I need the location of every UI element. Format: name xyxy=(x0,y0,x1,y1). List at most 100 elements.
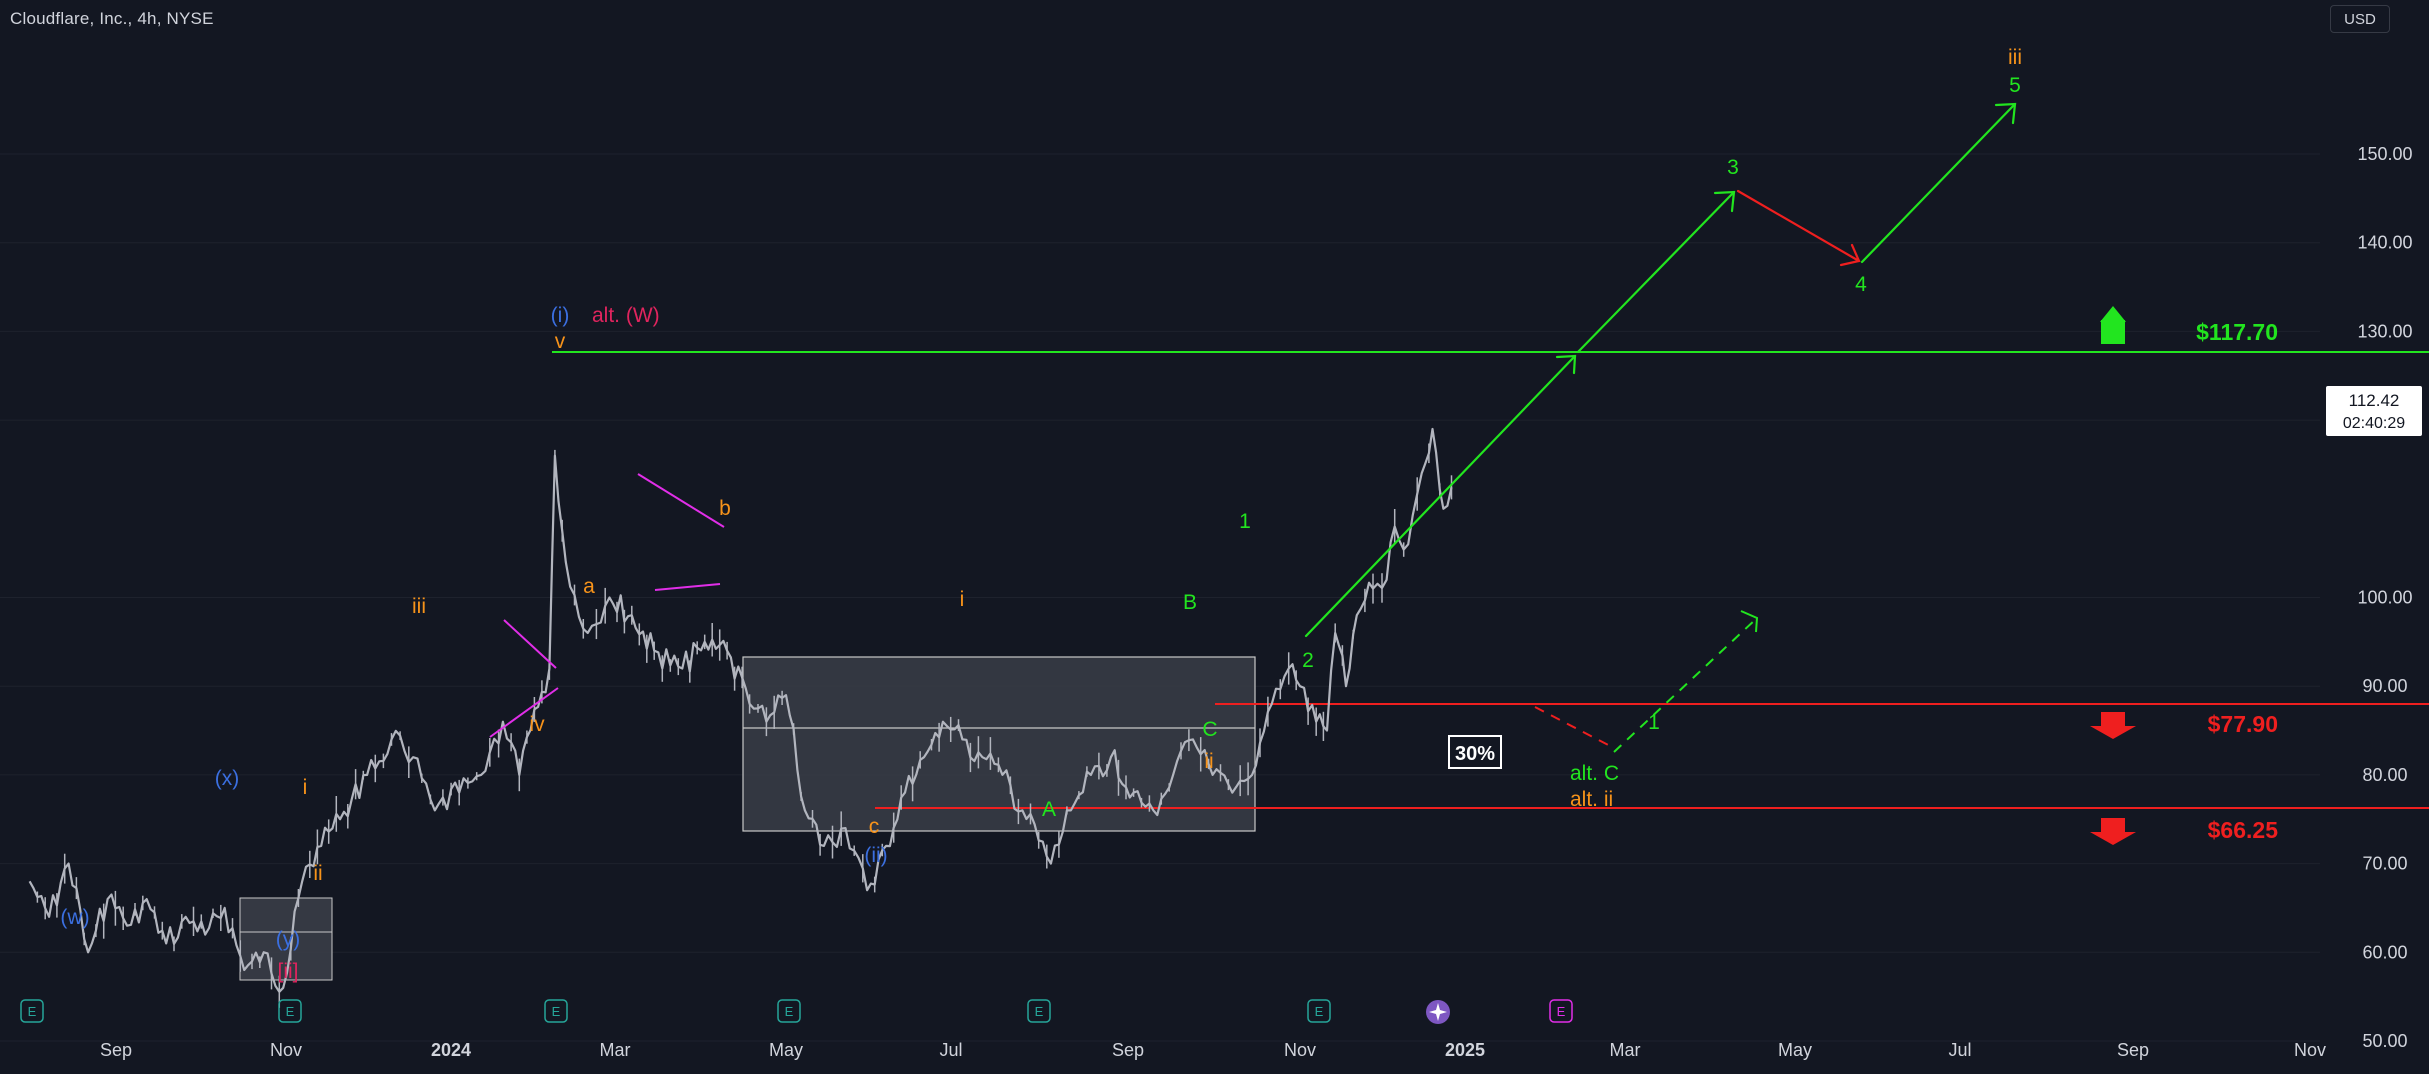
price-tick-label: 100.00 xyxy=(2357,588,2412,608)
price-tick-label: 140.00 xyxy=(2357,233,2412,253)
last-price-value: 112.42 xyxy=(2349,391,2400,410)
wave-label-b: b xyxy=(719,497,731,520)
time-tick-label: Mar xyxy=(600,1040,631,1060)
svg-text:E: E xyxy=(1035,1004,1044,1019)
svg-text:E: E xyxy=(785,1004,794,1019)
time-tick-label: Sep xyxy=(1112,1040,1144,1060)
time-tick-label: Nov xyxy=(270,1040,302,1060)
main-consolidation-zone xyxy=(742,656,1256,832)
wave-label-1: 1 xyxy=(1239,510,1251,533)
alternative-projection xyxy=(1534,617,1758,753)
wave-label-ii-paren: (ii) xyxy=(864,844,887,867)
wave-label-w: (w) xyxy=(60,906,89,929)
wave-label-iii-top: iii xyxy=(2008,46,2022,69)
probability-label: 30% xyxy=(1455,743,1495,765)
consolidation-zones xyxy=(239,656,1256,981)
chart-title: Cloudflare, Inc., 4h, NYSE xyxy=(10,9,214,28)
wave-label-x: (x) xyxy=(215,767,240,790)
wave-label-2: 2 xyxy=(1302,649,1314,672)
price-tick-label: 130.00 xyxy=(2357,321,2412,341)
svg-text:E: E xyxy=(1315,1004,1324,1019)
time-tick-label: May xyxy=(1778,1040,1812,1060)
price-tick-label: 70.00 xyxy=(2362,854,2407,874)
price-series-line xyxy=(28,427,1453,993)
wave-label-3: 3 xyxy=(1727,156,1739,179)
wave-label-ii-bracket: [ii] xyxy=(278,960,299,983)
alt-arrowhead xyxy=(1740,610,1759,633)
price-tick-label: 60.00 xyxy=(2362,942,2407,962)
wave-label-iii-small: iii xyxy=(412,595,426,618)
grid-lines xyxy=(0,153,2320,1042)
wave-label-alt-1: 1 xyxy=(1648,711,1660,734)
earnings-icon[interactable]: E xyxy=(1307,999,1331,1023)
time-tick-label: Nov xyxy=(1284,1040,1316,1060)
projection-to-wave-5 xyxy=(1860,102,2017,264)
last-price-countdown: 02:40:29 xyxy=(2343,415,2405,432)
wave-label-i-paren: (i) xyxy=(551,304,570,327)
wave-label-alt-ii: alt. ii xyxy=(1570,788,1613,811)
earnings-icon[interactable]: E xyxy=(544,999,568,1023)
event-star-icon[interactable] xyxy=(1426,1000,1450,1024)
time-tick-label: Nov xyxy=(2294,1040,2326,1060)
svg-text:E: E xyxy=(552,1004,561,1019)
magenta-pattern-lines xyxy=(489,473,725,738)
triangle-lower-jan xyxy=(489,687,559,738)
arrowhead-1 xyxy=(1555,354,1577,375)
level-arrows xyxy=(2090,306,2136,845)
wave-label-ii-oct: ii xyxy=(1204,750,1213,773)
price-axis[interactable]: 150.00140.00130.00120.00100.0090.0080.00… xyxy=(2357,144,2412,1051)
wave-label-C: C xyxy=(1202,718,1217,741)
price-tick-label: 50.00 xyxy=(2362,1031,2407,1051)
earnings-icon[interactable]: E xyxy=(777,999,801,1023)
price-tick-label: 80.00 xyxy=(2362,765,2407,785)
svg-text:E: E xyxy=(28,1004,37,1019)
down-arrow-icon xyxy=(2090,818,2136,845)
triangle-upper-jan xyxy=(503,619,557,669)
time-tick-label: Mar xyxy=(1610,1040,1641,1060)
wave-label-5: 5 xyxy=(2009,74,2021,97)
nov-zone xyxy=(239,897,333,981)
arrowhead-wave-5 xyxy=(1994,102,2017,125)
time-tick-label: Sep xyxy=(100,1040,132,1060)
probability-box xyxy=(1448,735,1502,769)
earnings-icon[interactable]: E xyxy=(278,999,302,1023)
time-tick-label: May xyxy=(769,1040,803,1060)
level-label-66: $66.25 xyxy=(2208,817,2279,843)
triangle-upper-mar xyxy=(637,473,725,528)
wave-label-v: v xyxy=(555,330,566,353)
triangle-lower-mar xyxy=(654,583,721,591)
projection-wave-2-3 xyxy=(1304,354,1577,638)
level-label-117: $117.70 xyxy=(2196,319,2278,345)
wave-label-4: 4 xyxy=(1855,273,1867,296)
wave-label-B: B xyxy=(1183,591,1197,614)
up-arrow-icon xyxy=(2100,306,2126,344)
price-tick-label: 150.00 xyxy=(2357,144,2412,164)
projection-to-wave-3 xyxy=(1576,190,1736,354)
arrowhead-wave-3 xyxy=(1713,190,1736,213)
last-price-box xyxy=(2326,386,2422,436)
svg-text:E: E xyxy=(1557,1004,1566,1019)
time-axis[interactable]: Sep Nov 2024 Mar May Jul Sep Nov 2025 Mar May Jul Se… xyxy=(100,1040,2326,1060)
svg-text:E: E xyxy=(286,1004,295,1019)
primary-projection xyxy=(1304,102,2017,638)
time-tick-label: Sep xyxy=(2117,1040,2149,1060)
time-tick-label: Jul xyxy=(939,1040,962,1060)
earnings-icon[interactable]: E xyxy=(20,999,44,1023)
alt-projection-up xyxy=(1613,617,1758,753)
wave-label-y: (y) xyxy=(276,928,301,951)
down-arrow-icon xyxy=(2090,712,2136,739)
wave-label-i-small: i xyxy=(303,776,308,799)
level-label-77: $77.90 xyxy=(2208,711,2278,737)
earnings-icon[interactable]: E xyxy=(1027,999,1051,1023)
wave-label-i-jul: i xyxy=(960,588,965,611)
wave-label-alt-c: alt. C xyxy=(1570,762,1619,785)
projection-to-wave-4 xyxy=(1736,189,1861,263)
upcoming-earnings-icon[interactable]: E xyxy=(1549,999,1573,1023)
arrowhead-wave-4 xyxy=(1839,243,1861,267)
currency-button[interactable]: USD xyxy=(2330,5,2390,33)
wave-labels: (w) (x) (y) [ii] i ii iii iv (i) v alt. … xyxy=(60,46,2022,983)
event-markers[interactable]: E E E E E E E xyxy=(20,999,1573,1024)
price-tick-label: 90.00 xyxy=(2362,676,2407,696)
wave-label-iv-small: iv xyxy=(529,713,545,736)
